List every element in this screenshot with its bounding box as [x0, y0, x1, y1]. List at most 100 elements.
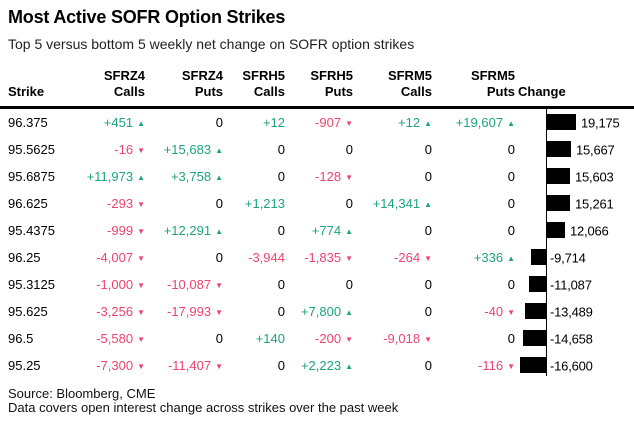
change-bar — [546, 195, 570, 211]
column-header-line1: SFRH5 — [310, 68, 353, 83]
value-text: +140 — [255, 331, 285, 346]
table-header: Strike SFRZ4 Calls SFRZ4 Puts SFRH5 Call… — [0, 68, 634, 106]
header-divider — [0, 106, 634, 109]
value-text: 0 — [277, 358, 285, 373]
value-cell: -907 ▼ — [285, 115, 353, 130]
value-text: 0 — [345, 196, 353, 211]
value-cell: 0 — [145, 196, 223, 211]
column-header-line2: Calls — [253, 84, 285, 99]
table-row: 96.375 +451 ▲ 0 +12 -907 ▼ +12 ▲ +19,607 ▲ 19,175 — [0, 109, 634, 136]
change-bar — [546, 114, 576, 130]
value-text: -40 — [484, 304, 504, 319]
value-text: +1,213 — [244, 196, 285, 211]
value-cell: 0 — [285, 277, 353, 292]
up-arrow-icon: ▲ — [137, 119, 145, 128]
table-row: 96.25 -4,007 ▼ 0 -3,944 -1,835 ▼ -264 ▼ +336 ▲ -9,7… — [0, 244, 634, 271]
value-cell: 0 — [432, 331, 515, 346]
value-text: -999 — [107, 223, 134, 238]
column-header-sfrz4-calls: SFRZ4 Calls — [66, 68, 145, 106]
value-cell: -128 ▼ — [285, 169, 353, 184]
table-row: 95.25 -7,300 ▼ -11,407 ▼ 0 +2,223 ▲ 0 -116 ▼ -16,60… — [0, 352, 634, 379]
value-text: +336 — [473, 250, 504, 265]
value-cell: 0 — [285, 142, 353, 157]
column-header-line2: Puts — [486, 84, 515, 99]
change-cell: -13,489 — [515, 298, 634, 325]
value-cell: +774 ▲ — [285, 223, 353, 238]
down-arrow-icon: ▼ — [137, 200, 145, 209]
table-body: 96.375 +451 ▲ 0 +12 -907 ▼ +12 ▲ +19,607 ▲ 19,175 95… — [0, 109, 634, 379]
strike-cell: 95.625 — [8, 304, 48, 319]
column-header-line2: Puts — [324, 84, 353, 99]
value-cell: 0 — [285, 196, 353, 211]
column-header-sfrh5-calls: SFRH5 Calls — [223, 68, 285, 106]
value-text: 0 — [424, 304, 432, 319]
table-row: 95.625 -3,256 ▼ -17,993 ▼ 0 +7,800 ▲ 0 -40 ▼ -13,48… — [0, 298, 634, 325]
value-cell: -7,300 ▼ — [66, 358, 145, 373]
value-text: 0 — [277, 277, 285, 292]
value-cell: 0 — [432, 169, 515, 184]
value-text: -116 — [478, 358, 504, 373]
value-text: +12 — [262, 115, 285, 130]
value-cell: +12,291 ▲ — [145, 223, 223, 238]
value-cell: -11,407 ▼ — [145, 358, 223, 373]
value-text: 0 — [507, 196, 515, 211]
value-cell: 0 — [432, 142, 515, 157]
value-text: +3,758 — [170, 169, 212, 184]
column-header-line1: SFRM5 — [387, 68, 432, 83]
description-line: Data covers open interest change across … — [8, 400, 399, 415]
value-text: 0 — [507, 331, 515, 346]
column-header-sfrz4-puts: SFRZ4 Puts — [145, 68, 223, 106]
down-arrow-icon: ▼ — [137, 362, 145, 371]
value-cell: 0 — [353, 277, 432, 292]
value-text: -3,256 — [96, 304, 134, 319]
value-cell: -16 ▼ — [66, 142, 145, 157]
value-cell: 0 — [432, 277, 515, 292]
change-cell: -9,714 — [515, 244, 634, 271]
strike-cell: 95.3125 — [8, 277, 55, 292]
value-text: -7,300 — [96, 358, 134, 373]
strike-cell: 95.6875 — [8, 169, 55, 184]
value-text: -11,407 — [167, 358, 212, 373]
value-cell: -3,256 ▼ — [66, 304, 145, 319]
value-text: -10,087 — [166, 277, 212, 292]
value-text: -1,835 — [304, 250, 342, 265]
value-text: -264 — [394, 250, 421, 265]
column-header-strike: Strike — [8, 68, 66, 106]
column-header-line1: SFRM5 — [470, 68, 515, 83]
change-value-label: 19,175 — [581, 115, 620, 130]
change-bar — [546, 141, 571, 157]
value-text: 0 — [215, 115, 223, 130]
value-text: 0 — [424, 277, 432, 292]
value-text: +774 — [311, 223, 342, 238]
up-arrow-icon: ▲ — [507, 254, 515, 263]
down-arrow-icon: ▼ — [215, 362, 223, 371]
up-arrow-icon: ▲ — [215, 227, 223, 236]
value-text: 0 — [215, 331, 223, 346]
value-cell: -17,993 ▼ — [145, 304, 223, 319]
value-cell: 0 — [223, 277, 285, 292]
down-arrow-icon: ▼ — [137, 227, 145, 236]
value-cell: +140 — [223, 331, 285, 346]
down-arrow-icon: ▼ — [215, 308, 223, 317]
down-arrow-icon: ▼ — [507, 308, 515, 317]
change-cell: -14,658 — [515, 325, 634, 352]
value-cell: 0 — [353, 142, 432, 157]
change-bar — [523, 330, 546, 346]
value-text: -5,580 — [96, 331, 134, 346]
value-cell: -5,580 ▼ — [66, 331, 145, 346]
value-cell: -1,835 ▼ — [285, 250, 353, 265]
down-arrow-icon: ▼ — [137, 335, 145, 344]
table-row: 96.625 -293 ▼ 0 +1,213 0 +14,341 ▲ 0 15,261 — [0, 190, 634, 217]
value-text: +12 — [398, 115, 421, 130]
change-cell: 19,175 — [515, 109, 634, 136]
down-arrow-icon: ▼ — [507, 362, 515, 371]
value-text: +15,683 — [163, 142, 212, 157]
up-arrow-icon: ▲ — [215, 173, 223, 182]
change-cell: 15,667 — [515, 136, 634, 163]
value-cell: -4,007 ▼ — [66, 250, 145, 265]
column-header-line2: Strike — [8, 84, 45, 99]
value-text: 0 — [424, 223, 432, 238]
value-cell: +2,223 ▲ — [285, 358, 353, 373]
value-text: 0 — [507, 223, 515, 238]
